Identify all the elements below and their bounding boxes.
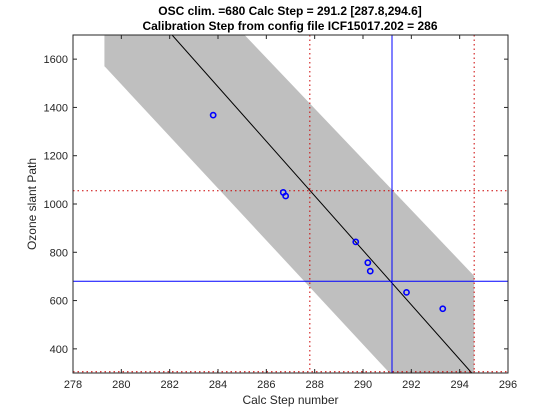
data-point xyxy=(403,288,410,296)
x-tick-label: 288 xyxy=(305,379,323,391)
y-axis-ticks: 400 600 800 1000 1200 1400 1600 xyxy=(44,54,508,356)
y-tick-label: 600 xyxy=(50,296,68,308)
fit-line xyxy=(171,35,473,373)
y-tick-label: 1000 xyxy=(44,199,68,211)
data-point xyxy=(352,238,360,246)
chart-subtitle: Calibration Step from config file ICF150… xyxy=(142,19,437,33)
x-tick-label: 296 xyxy=(499,379,517,391)
data-point xyxy=(282,192,290,200)
y-tick-label: 800 xyxy=(50,247,68,259)
x-tick-label: 294 xyxy=(450,379,468,391)
y-axis-label: Ozone slant Path xyxy=(25,158,39,250)
data-point xyxy=(209,111,217,119)
x-tick-label: 292 xyxy=(402,379,420,391)
y-tick-label: 400 xyxy=(50,344,68,356)
x-tick-label: 284 xyxy=(209,379,227,391)
confidence-band xyxy=(104,35,475,373)
x-axis-label: Calc Step number xyxy=(242,393,338,407)
x-tick-label: 290 xyxy=(354,379,372,391)
y-tick-label: 1600 xyxy=(44,54,68,66)
x-tick-label: 278 xyxy=(64,379,82,391)
x-tick-label: 282 xyxy=(160,379,178,391)
chart-title: OSC clim. =680 Calc Step = 291.2 [287.8,… xyxy=(158,4,422,18)
data-point xyxy=(366,267,374,275)
x-tick-label: 286 xyxy=(257,379,275,391)
line-layer xyxy=(171,35,473,373)
y-tick-label: 1400 xyxy=(44,102,68,114)
data-point xyxy=(364,259,372,267)
reference-lines xyxy=(73,35,508,373)
x-tick-label: 280 xyxy=(112,379,130,391)
x-axis-ticks: 278 280 282 284 286 288 290 292 294 296 xyxy=(64,35,517,391)
band-layer xyxy=(104,35,475,373)
data-points xyxy=(209,111,447,313)
y-tick-label: 1200 xyxy=(44,151,68,163)
data-point xyxy=(439,305,447,313)
